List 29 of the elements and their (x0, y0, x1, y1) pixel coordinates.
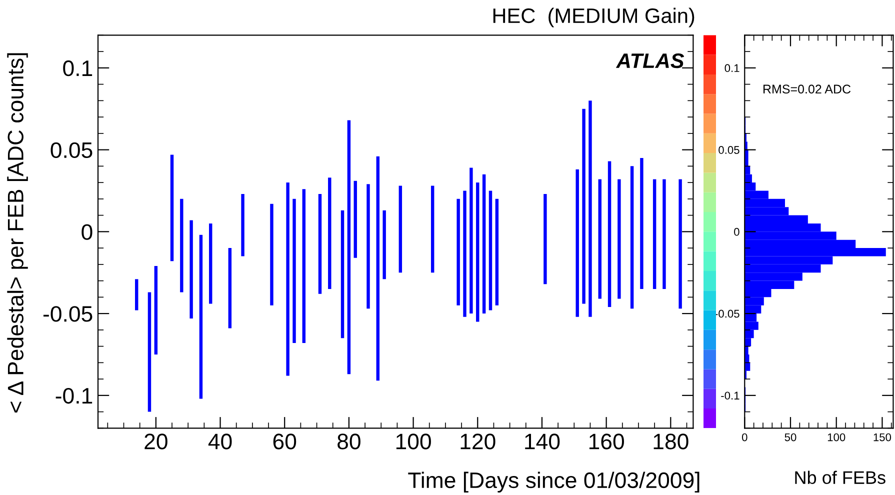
y-tick-label: 0.05 (718, 146, 740, 154)
y-tick-label: 0 (82, 224, 92, 240)
y-tick-label: 0.1 (724, 64, 740, 72)
x-tick-label: 80 (338, 434, 360, 450)
y-tick-label: 0 (734, 228, 740, 236)
annotation: RMS=0.02 ADC (763, 84, 851, 94)
y-tick-label: 0.1 (63, 60, 92, 76)
y-tick-label: -0.1 (721, 392, 740, 400)
x-tick-label: 160 (589, 434, 624, 450)
x-axis-title: Time [Days since 01/03/2009] (408, 472, 700, 493)
y-axis-title: < Δ Pedestal> per FEB [ADC counts] (7, 53, 28, 413)
x-tick-label: 180 (654, 434, 688, 450)
x-tick-label: 140 (525, 434, 560, 450)
annotation: ATLAS (616, 53, 684, 68)
x-tick-label: 60 (273, 434, 296, 450)
x-axis-title: Nb of FEBs (795, 470, 886, 484)
x-tick-label: 120 (460, 434, 496, 450)
x-tick-label: 40 (208, 434, 232, 450)
y-tick-label: -0.05 (43, 306, 92, 322)
y-tick-label: -0.05 (714, 310, 740, 318)
x-tick-label: 0 (742, 433, 748, 442)
x-tick-label: 150 (874, 433, 892, 442)
x-tick-label: 20 (144, 434, 168, 450)
y-tick-label: -0.1 (56, 388, 92, 404)
y-tick-label: 0.05 (50, 142, 92, 158)
x-tick-label: 100 (396, 434, 431, 450)
x-tick-label: 100 (828, 433, 846, 442)
x-tick-label: 50 (784, 433, 796, 442)
chart-title: HEC (MEDIUM Gain) (493, 8, 694, 28)
